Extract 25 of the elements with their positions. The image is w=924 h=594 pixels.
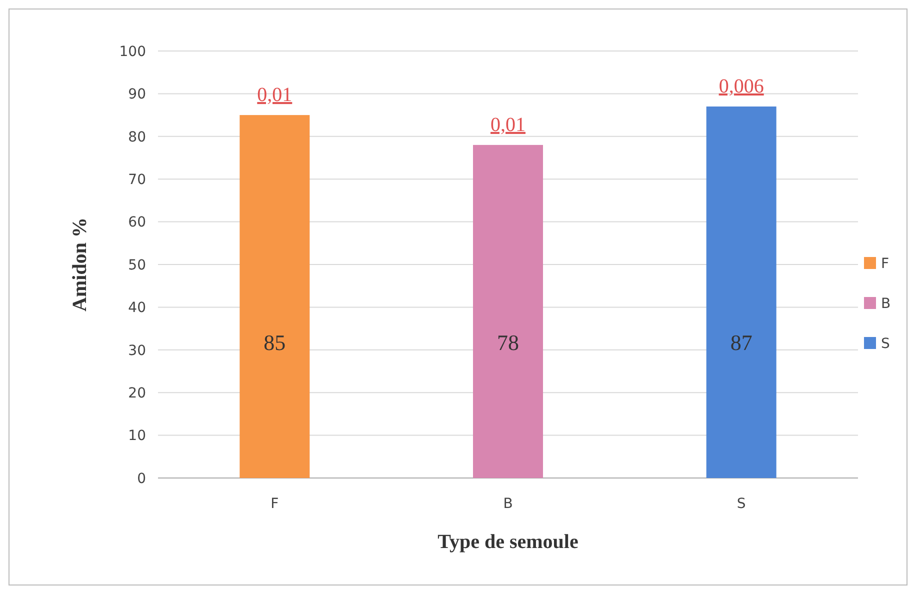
y-tick-label: 20 (128, 386, 146, 402)
y-tick-label: 60 (128, 214, 146, 231)
legend-label: S (881, 336, 890, 352)
y-tick-label: 30 (128, 342, 146, 359)
legend-label: B (881, 296, 891, 312)
legend-label: F (881, 256, 890, 272)
y-axis-title: Amidon % (69, 218, 91, 312)
y-tick-label: 50 (128, 257, 146, 274)
x-tick-label: F (270, 496, 279, 512)
data-label: 87 (730, 330, 752, 355)
y-tick-label: 90 (128, 86, 146, 103)
y-tick-label: 40 (128, 300, 146, 316)
x-tick-label: B (503, 496, 513, 512)
y-tick-label: 100 (119, 44, 146, 60)
data-label: 78 (497, 330, 519, 355)
annotation: 0,006 (718, 76, 764, 98)
x-tick-label: S (736, 496, 746, 512)
y-tick-label: 0 (137, 470, 146, 487)
annotation: 0,01 (257, 84, 292, 106)
y-tick-label: 80 (128, 129, 146, 146)
x-axis-title: Type de semoule (438, 531, 578, 553)
y-tick-label: 70 (128, 172, 146, 188)
y-tick-label: 10 (128, 428, 146, 444)
annotation: 0,01 (490, 114, 526, 136)
data-label: 85 (264, 330, 286, 355)
